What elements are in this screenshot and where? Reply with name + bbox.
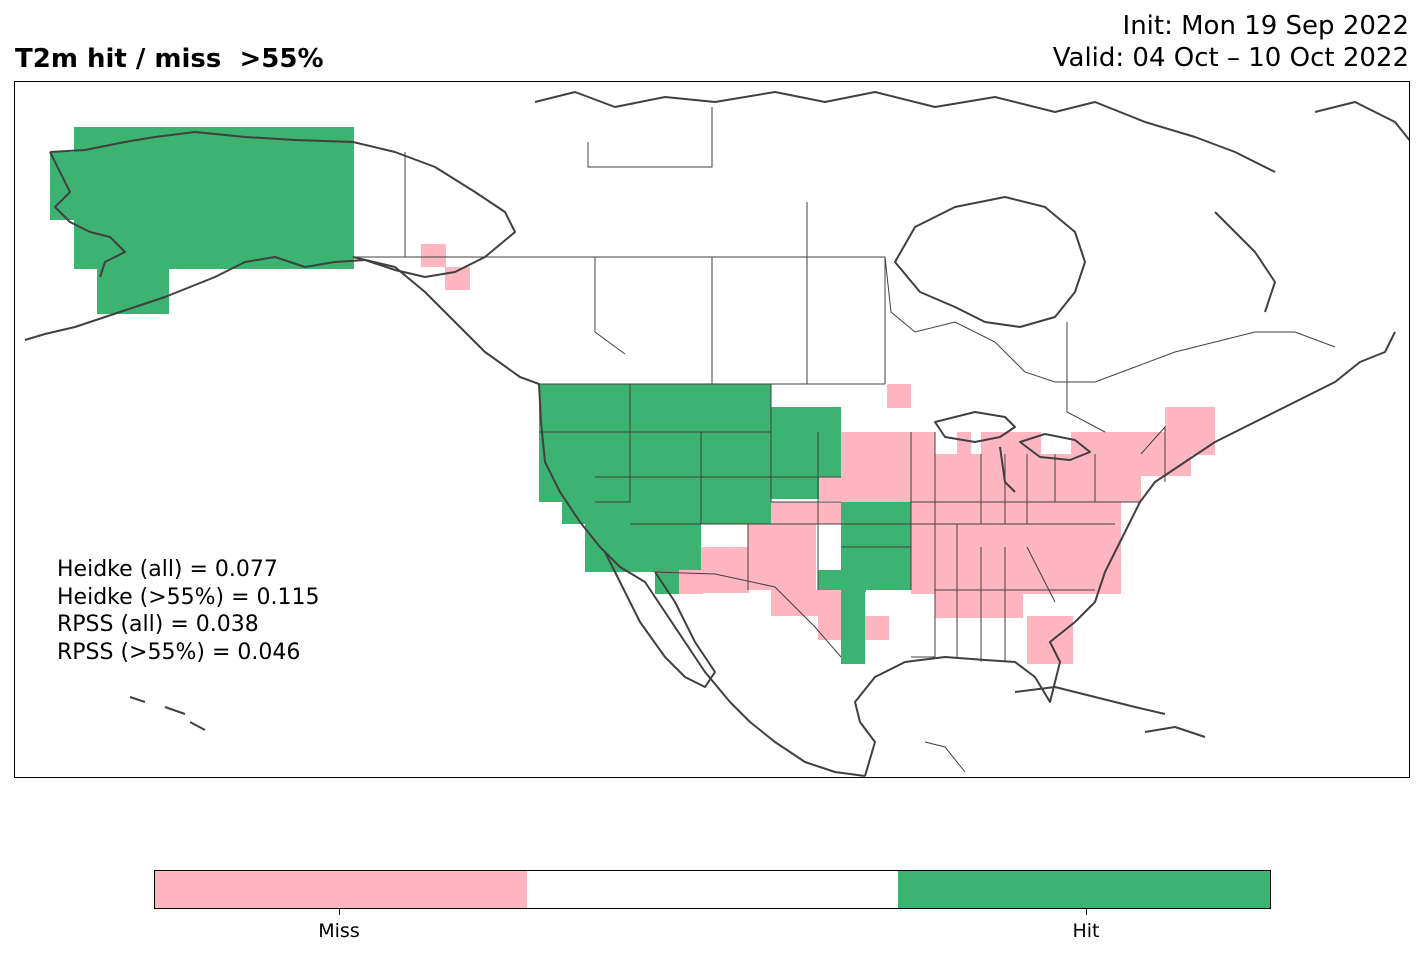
forecast-dates: Init: Mon 19 Sep 2022 Valid: 04 Oct – 10… (1053, 10, 1409, 74)
colorbar-miss-swatch (155, 871, 527, 908)
valid-date: Valid: 04 Oct – 10 Oct 2022 (1052, 43, 1409, 73)
map-title: T2m hit / miss >55% (15, 44, 324, 74)
colorbar-hit-swatch (898, 871, 1271, 908)
miss-cells (421, 244, 1215, 664)
map-panel (14, 81, 1410, 778)
skill-scores: Heidke (all) = 0.077 Heidke (>55%) = 0.1… (57, 556, 320, 666)
init-date: Init: Mon 19 Sep 2022 (1122, 11, 1409, 41)
colorbar-tick-hit (1086, 909, 1087, 915)
hit-cells (50, 127, 911, 664)
colorbar-neutral-swatch (526, 871, 899, 908)
colorbar-tick-miss (339, 909, 340, 915)
map-canvas (24, 91, 1409, 777)
coastlines (24, 91, 1409, 777)
heidke-55-score: Heidke (>55%) = 0.115 (57, 584, 320, 610)
political-borders (353, 107, 1336, 773)
colorbar-label-miss: Miss (318, 920, 360, 942)
rpss-all-score: RPSS (all) = 0.038 (57, 612, 259, 637)
rpss-55-score: RPSS (>55%) = 0.046 (57, 639, 301, 665)
colorbar-label-hit: Hit (1072, 920, 1100, 942)
heidke-all-score: Heidke (all) = 0.077 (57, 557, 278, 582)
colorbar (154, 870, 1271, 909)
